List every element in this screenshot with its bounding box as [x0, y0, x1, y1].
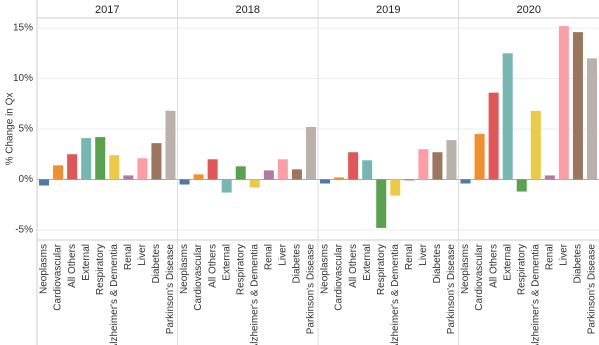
x-tick-label: Renal — [263, 244, 274, 270]
x-tick-label: Parkinson's Disease — [587, 244, 598, 335]
bar — [179, 179, 190, 185]
panel-title: 2018 — [236, 4, 260, 16]
panel-title: 2019 — [376, 4, 400, 16]
bar — [53, 165, 64, 180]
x-tick-label: Liver — [418, 243, 429, 265]
bar — [446, 140, 457, 180]
y-tick-label: 10% — [13, 73, 33, 84]
bar — [558, 26, 569, 180]
x-tick-label: Respiratory — [376, 244, 387, 295]
x-tick-label: Diabetes — [432, 244, 443, 283]
x-tick-label: Alzheimer's & Dementia — [109, 244, 120, 345]
bar — [334, 177, 345, 180]
x-tick-label: Cardiovascular — [474, 243, 485, 310]
x-tick-label: Cardiovascular — [193, 243, 204, 310]
x-tick-label: Alzheimer's & Dementia — [249, 244, 260, 345]
panel-title: 2020 — [517, 4, 541, 16]
x-tick-label: Cardiovascular — [53, 243, 64, 310]
bar — [39, 179, 50, 186]
bar — [137, 158, 148, 180]
bar — [320, 179, 331, 184]
x-tick-label: Neoplasms — [39, 244, 50, 294]
x-tick-label: Respiratory — [235, 244, 246, 295]
bar — [502, 53, 513, 180]
x-tick-label: Diabetes — [573, 244, 584, 283]
x-tick-label: All Others — [67, 244, 78, 288]
bar — [305, 126, 316, 180]
bar — [348, 152, 359, 180]
x-tick-label: Liver — [278, 243, 289, 265]
x-tick-label: External — [221, 244, 232, 281]
bar — [474, 134, 485, 180]
y-tick-label: 15% — [13, 23, 33, 34]
x-tick-label: All Others — [488, 244, 499, 288]
x-tick-label: Renal — [544, 244, 555, 270]
x-tick-label: Parkinson's Disease — [165, 244, 176, 335]
x-tick-label: Neoplasms — [179, 244, 190, 294]
bar — [418, 149, 429, 180]
bar — [277, 159, 288, 180]
bar — [390, 179, 401, 196]
bar — [460, 179, 471, 184]
bar — [488, 92, 499, 180]
x-tick-label: External — [362, 244, 373, 281]
bar — [432, 152, 443, 180]
x-tick-label: All Others — [207, 244, 218, 288]
bar — [165, 110, 176, 180]
x-tick-label: All Others — [348, 244, 359, 288]
bar — [572, 32, 583, 180]
x-tick-label: Liver — [137, 243, 148, 265]
x-tick-label: Renal — [123, 244, 134, 270]
bar — [530, 110, 541, 180]
x-tick-label: Parkinson's Disease — [446, 244, 457, 335]
y-tick-label: -5% — [15, 225, 33, 236]
bar — [109, 155, 120, 180]
panel-title: 2017 — [95, 4, 119, 16]
bar — [193, 174, 204, 180]
x-tick-label: Alzheimer's & Dementia — [530, 244, 541, 345]
x-tick-label: Cardiovascular — [334, 243, 345, 310]
x-tick-label: External — [502, 244, 513, 281]
x-tick-label: Liver — [559, 243, 570, 265]
y-axis-label: % Change in Qx — [5, 93, 16, 166]
x-tick-label: Neoplasms — [460, 244, 471, 294]
bar — [404, 179, 415, 181]
bar — [235, 166, 246, 180]
bar — [586, 58, 597, 180]
bar — [376, 179, 387, 228]
x-tick-label: Parkinson's Disease — [306, 244, 317, 335]
x-tick-label: Alzheimer's & Dementia — [390, 244, 401, 345]
bar — [291, 169, 302, 180]
bar — [362, 160, 373, 180]
bar — [544, 175, 555, 180]
x-tick-label: Diabetes — [151, 244, 162, 283]
x-tick-label: Renal — [404, 244, 415, 270]
y-tick-label: 0% — [19, 174, 34, 185]
bar — [151, 143, 162, 180]
x-tick-label: Diabetes — [292, 244, 303, 283]
x-tick-label: Neoplasms — [320, 244, 331, 294]
bar — [81, 138, 92, 180]
bar — [67, 154, 78, 180]
x-tick-label: External — [81, 244, 92, 281]
y-tick-label: 5% — [19, 124, 34, 135]
bar — [221, 179, 232, 193]
x-tick-label: Respiratory — [516, 244, 527, 295]
bar — [95, 137, 106, 180]
bar — [516, 179, 527, 192]
bar — [207, 159, 218, 180]
bar — [249, 179, 260, 188]
x-tick-label: Respiratory — [95, 244, 106, 295]
bar — [123, 175, 134, 180]
bar — [263, 170, 274, 180]
